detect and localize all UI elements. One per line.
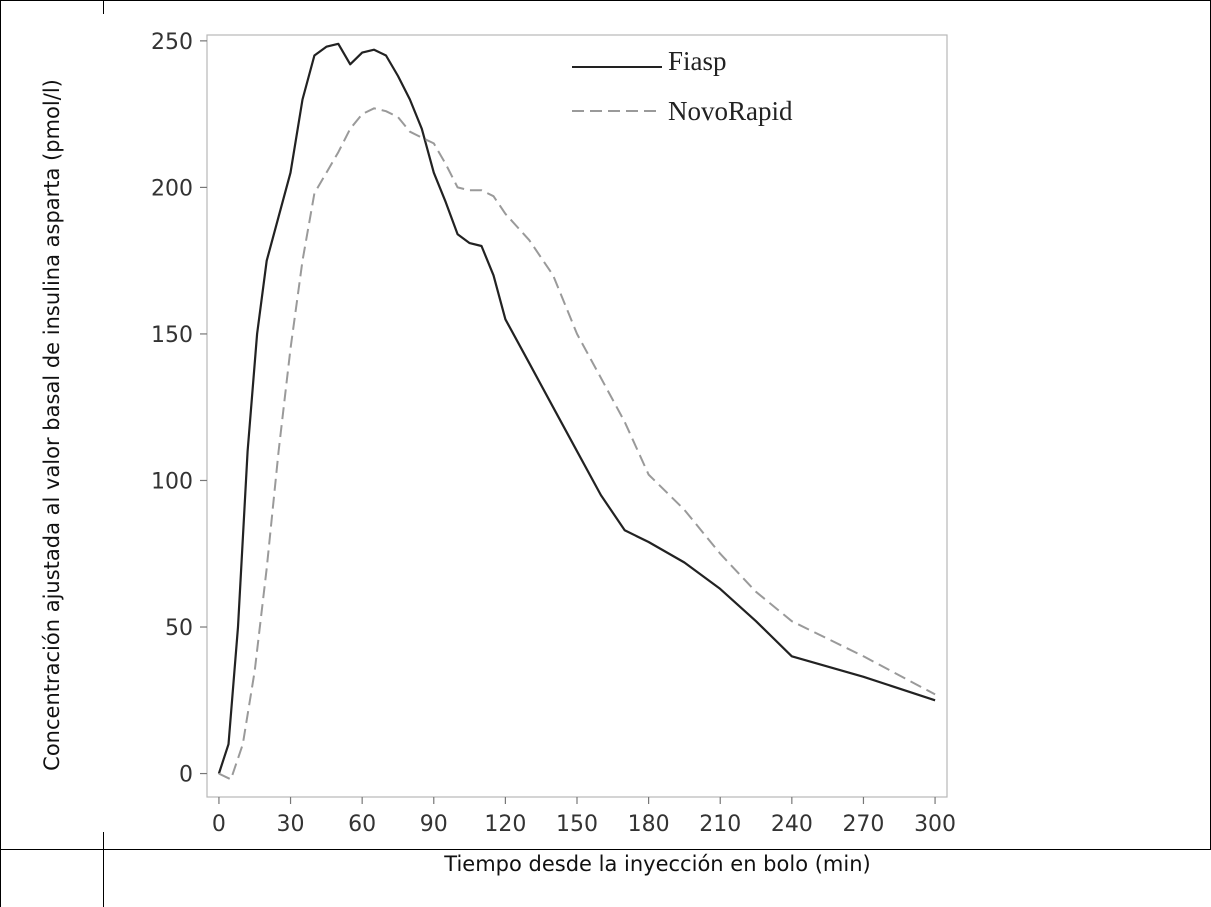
- y-tick-label: 150: [151, 323, 193, 348]
- frame-top-border: [0, 0, 1211, 1]
- plot-area-border: [206, 34, 948, 798]
- y-tick-label: 0: [179, 763, 193, 788]
- x-axis-label: Tiempo desde la inyección en bolo (min): [444, 852, 871, 876]
- legend-label-fiasp: Fiasp: [668, 46, 727, 76]
- frame-column-divider-top: [103, 0, 104, 14]
- x-tick-label: 60: [348, 812, 376, 837]
- x-tick-label: 180: [628, 812, 670, 837]
- frame-left-border: [0, 0, 1, 907]
- series-line-fiasp: [217, 42, 936, 774]
- frame-row-divider: [0, 849, 1211, 850]
- x-tick-label: 300: [914, 812, 956, 837]
- x-tick-label: 270: [842, 812, 884, 837]
- x-tick-label: 150: [556, 812, 598, 837]
- y-tick-label: 50: [165, 616, 193, 641]
- y-tick-label: 200: [151, 176, 193, 201]
- y-tick-label: 100: [151, 469, 193, 494]
- x-tick-label: 0: [212, 812, 226, 837]
- frame-column-divider-bottom: [103, 832, 104, 907]
- series-line-novorapid: [218, 107, 936, 781]
- x-tick-label: 210: [699, 812, 741, 837]
- x-tick-label: 30: [277, 812, 305, 837]
- x-tick-label: 120: [484, 812, 526, 837]
- legend-label-novorapid: NovoRapid: [668, 96, 793, 126]
- x-tick-label: 240: [771, 812, 813, 837]
- y-tick-label: 250: [151, 30, 193, 55]
- x-tick-label: 90: [420, 812, 448, 837]
